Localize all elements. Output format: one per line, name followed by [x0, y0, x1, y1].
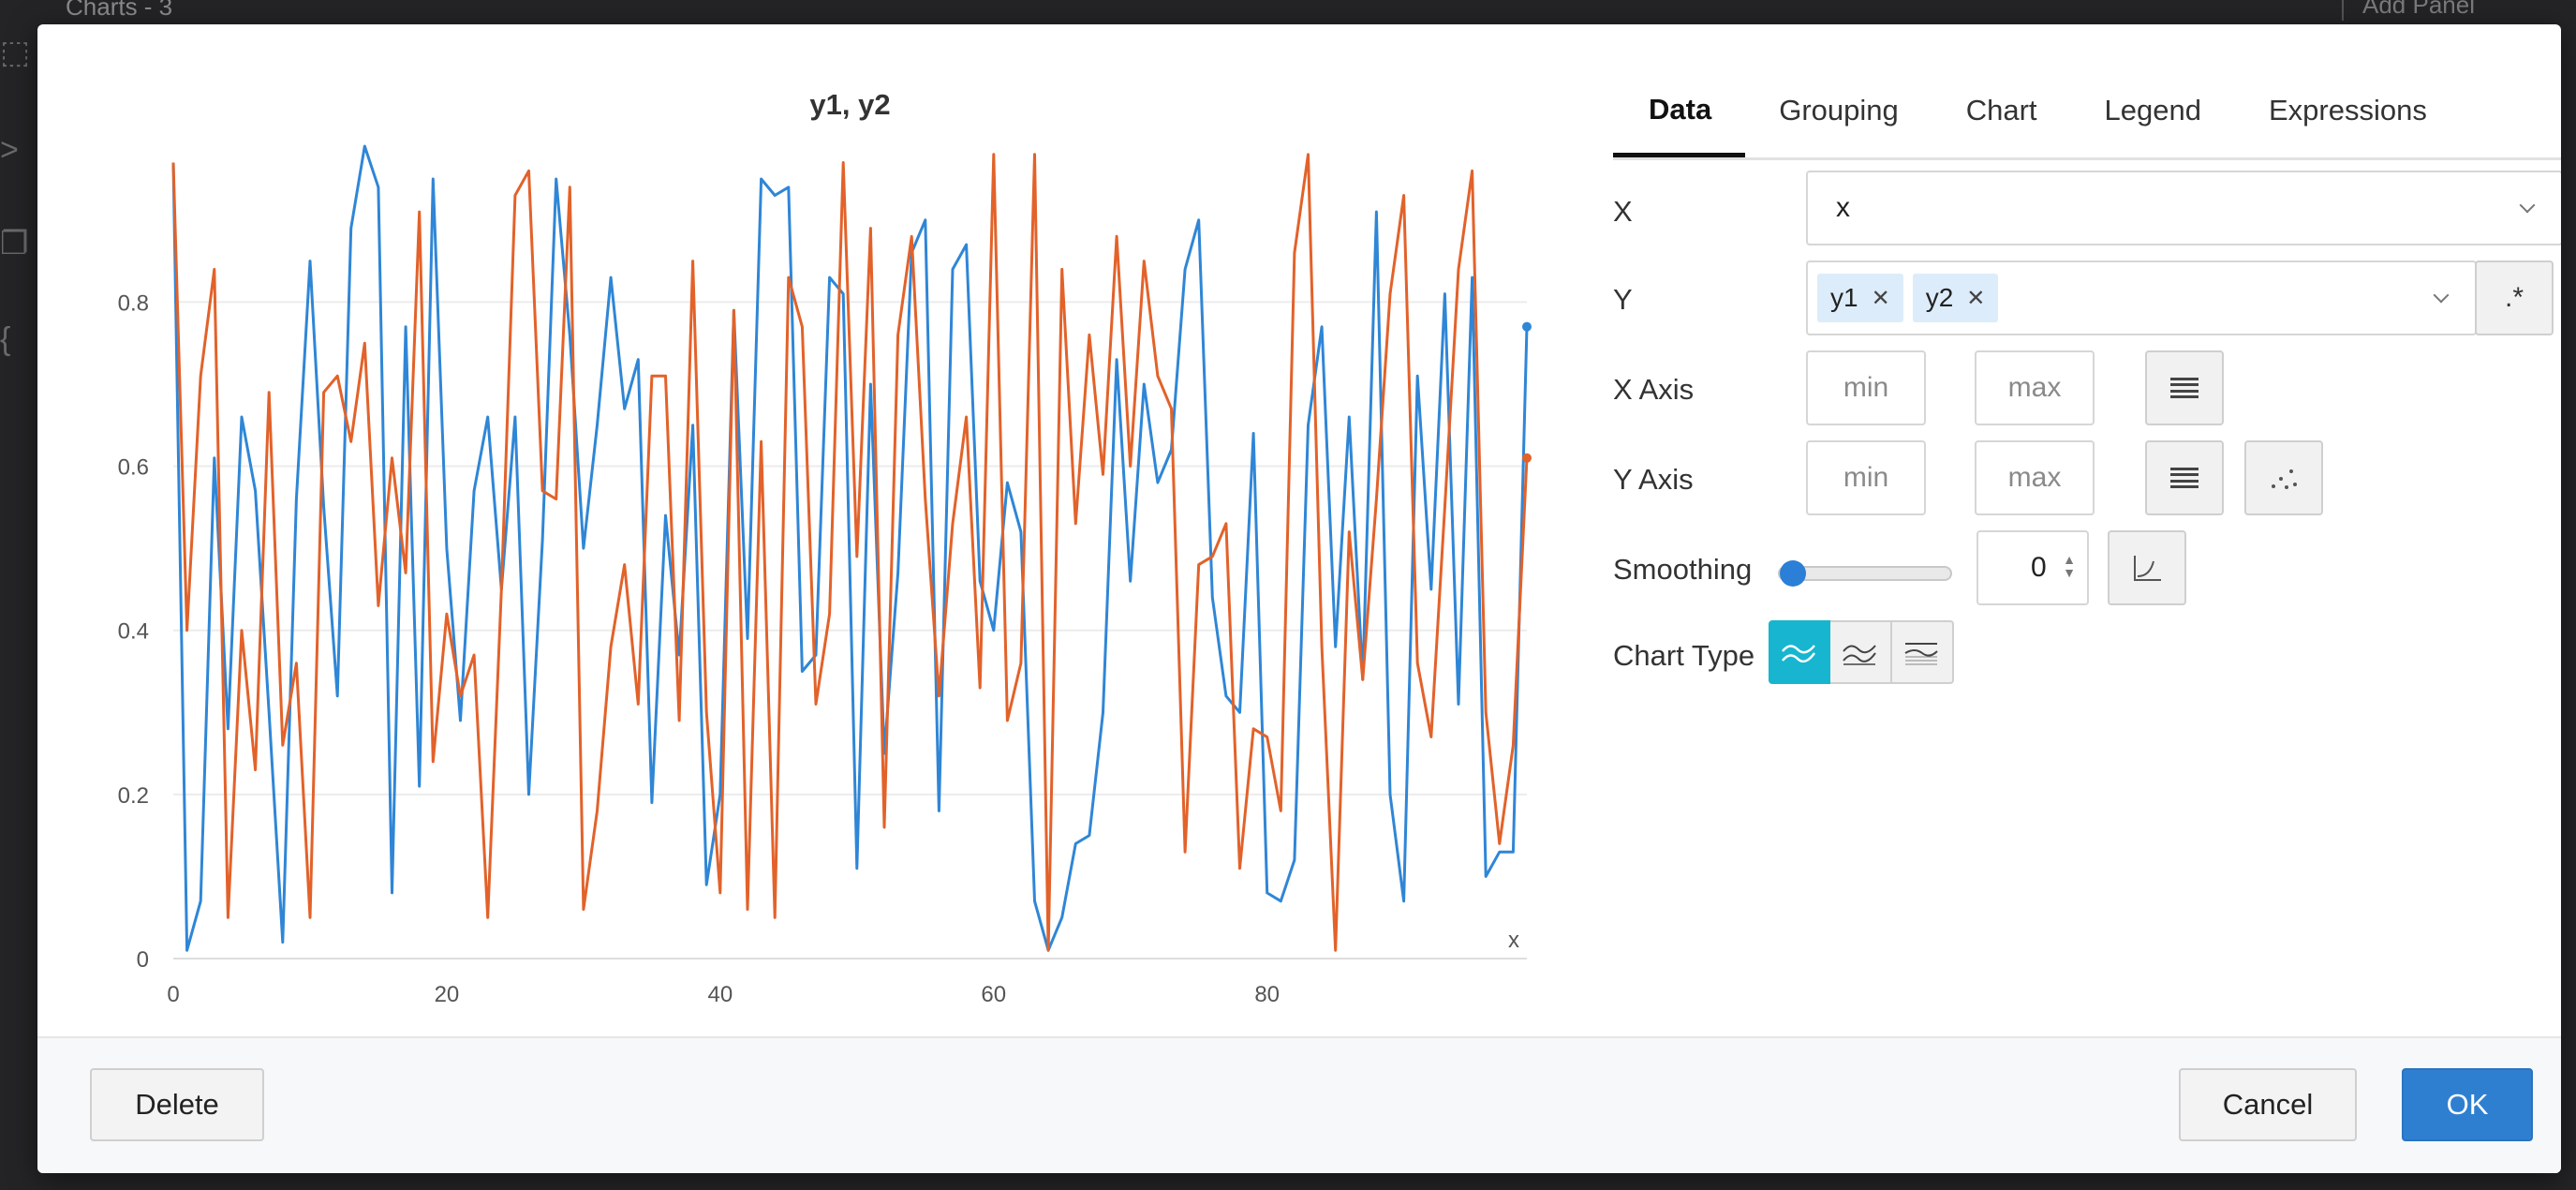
- y-tick-label: 0.8: [118, 290, 149, 316]
- area-chart-icon: [1843, 645, 1876, 665]
- smoothing-value: 0: [2031, 552, 2047, 583]
- stacked-area-icon: [1904, 643, 1938, 665]
- x-axis-min-input[interactable]: min: [1806, 350, 1926, 425]
- y-axis-label: Y Axis: [1613, 463, 1694, 496]
- x-tick-label: 0: [167, 982, 179, 1007]
- x-axis-label: X Axis: [1613, 373, 1695, 406]
- dialog-footer: Delete Cancel OK: [37, 1036, 2561, 1173]
- x-axis-min-placeholder: min: [1843, 372, 1889, 403]
- y-axis-min-placeholder: min: [1843, 462, 1889, 493]
- y-multiselect[interactable]: y1 ✕ y2 ✕: [1806, 260, 2477, 335]
- tag-y1: y1 ✕: [1817, 274, 1903, 322]
- chart-type-label: Chart Type: [1613, 639, 1755, 672]
- copy-icon: ❐: [0, 226, 29, 261]
- x-tick-label: 60: [981, 982, 1006, 1007]
- background-tab: Charts - 3: [66, 0, 272, 21]
- smoothing-slider-handle[interactable]: [1780, 560, 1806, 587]
- scatter-toggle-button[interactable]: [2244, 440, 2323, 515]
- chart-title: y1, y2: [809, 88, 890, 121]
- lines-icon: [2170, 378, 2198, 398]
- delete-button[interactable]: Delete: [90, 1068, 264, 1141]
- tag-y1-label: y1: [1830, 283, 1858, 312]
- x-axis-scale-button[interactable]: [2145, 350, 2224, 425]
- y-label: Y: [1613, 283, 1633, 316]
- series-endpoint-y2: [1522, 453, 1532, 463]
- x-select[interactable]: x: [1806, 171, 2561, 245]
- terminal-icon: >: [0, 132, 19, 168]
- chevron-down-icon: [2433, 287, 2450, 304]
- line-chart-icon: [1782, 645, 1816, 663]
- chart-svg: y1, y2 0 0.2 0.4 0.6 0.8 0 20 40 60 80 x: [118, 88, 1532, 1007]
- regex-toggle-button[interactable]: .*: [2475, 260, 2554, 335]
- ok-button[interactable]: OK: [2402, 1068, 2533, 1141]
- tab-data[interactable]: Data: [1613, 66, 1746, 157]
- y-tick-label: 0.6: [118, 455, 149, 481]
- x-tick-label: 40: [707, 982, 733, 1007]
- chart-type-area-button[interactable]: [1830, 620, 1892, 684]
- cancel-button[interactable]: Cancel: [2179, 1068, 2357, 1141]
- smoothing-curve-button[interactable]: [2108, 530, 2186, 605]
- y-axis-scale-button[interactable]: [2145, 440, 2224, 515]
- x-axis-label: x: [1508, 928, 1519, 953]
- smoothing-slider[interactable]: [1778, 566, 1952, 581]
- tab-legend[interactable]: Legend: [2104, 93, 2201, 126]
- x-tick-label: 80: [1254, 982, 1280, 1007]
- stepper-arrows-icon[interactable]: ▲ ▼: [2063, 552, 2076, 580]
- smoothing-stepper[interactable]: 0 ▲ ▼: [1976, 530, 2089, 605]
- y-tick-label: 0.4: [118, 619, 149, 645]
- series-line-y1: [171, 144, 1529, 952]
- curve-icon: [2134, 556, 2161, 581]
- remove-tag-y2-icon[interactable]: ✕: [1966, 285, 1986, 311]
- tab-expressions[interactable]: Expressions: [2269, 93, 2427, 126]
- chart-type-toggle: [1769, 620, 1954, 684]
- chart-editor-dialog: y1, y2 0 0.2 0.4 0.6 0.8 0 20 40 60 80 x Data Group…: [37, 24, 2561, 1173]
- remove-tag-y1-icon[interactable]: ✕: [1871, 285, 1890, 311]
- chart-type-stacked-button[interactable]: [1892, 620, 1954, 684]
- chart-type-line-button[interactable]: [1769, 620, 1830, 684]
- tag-y2: y2 ✕: [1912, 274, 1999, 322]
- series-line-y2: [171, 153, 1529, 952]
- background-add-panel: Add Panel: [2342, 0, 2550, 21]
- tab-chart[interactable]: Chart: [1965, 93, 2037, 126]
- chip-icon: ⬚: [0, 35, 31, 70]
- y-tick-label: 0.2: [118, 783, 149, 809]
- smoothing-label: Smoothing: [1613, 553, 1753, 586]
- line-chart: y1, y2 0 0.2 0.4 0.6 0.8 0 20 40 60 80 x: [75, 62, 1555, 1008]
- y-tick-label: 0: [137, 947, 149, 973]
- y-axis-max-placeholder: max: [2007, 462, 2062, 493]
- braces-icon: {: [0, 321, 11, 357]
- tab-grouping[interactable]: Grouping: [1779, 93, 1899, 126]
- x-axis-max-placeholder: max: [2007, 372, 2062, 403]
- y-axis-max-input[interactable]: max: [1975, 440, 2095, 515]
- y-axis-min-input[interactable]: min: [1806, 440, 1926, 515]
- editor-tabs: Data Grouping Chart Legend Expressions: [1613, 66, 2561, 160]
- x-select-value: x: [1836, 192, 1850, 223]
- series-endpoint-y1: [1522, 321, 1532, 332]
- x-axis-max-input[interactable]: max: [1975, 350, 2095, 425]
- tag-y2-label: y2: [1925, 283, 1954, 312]
- chevron-down-icon: [2519, 197, 2536, 214]
- scatter-icon: [2272, 469, 2297, 489]
- x-label: X: [1613, 195, 1633, 228]
- lines-icon: [2170, 468, 2198, 488]
- x-tick-label: 20: [435, 982, 460, 1007]
